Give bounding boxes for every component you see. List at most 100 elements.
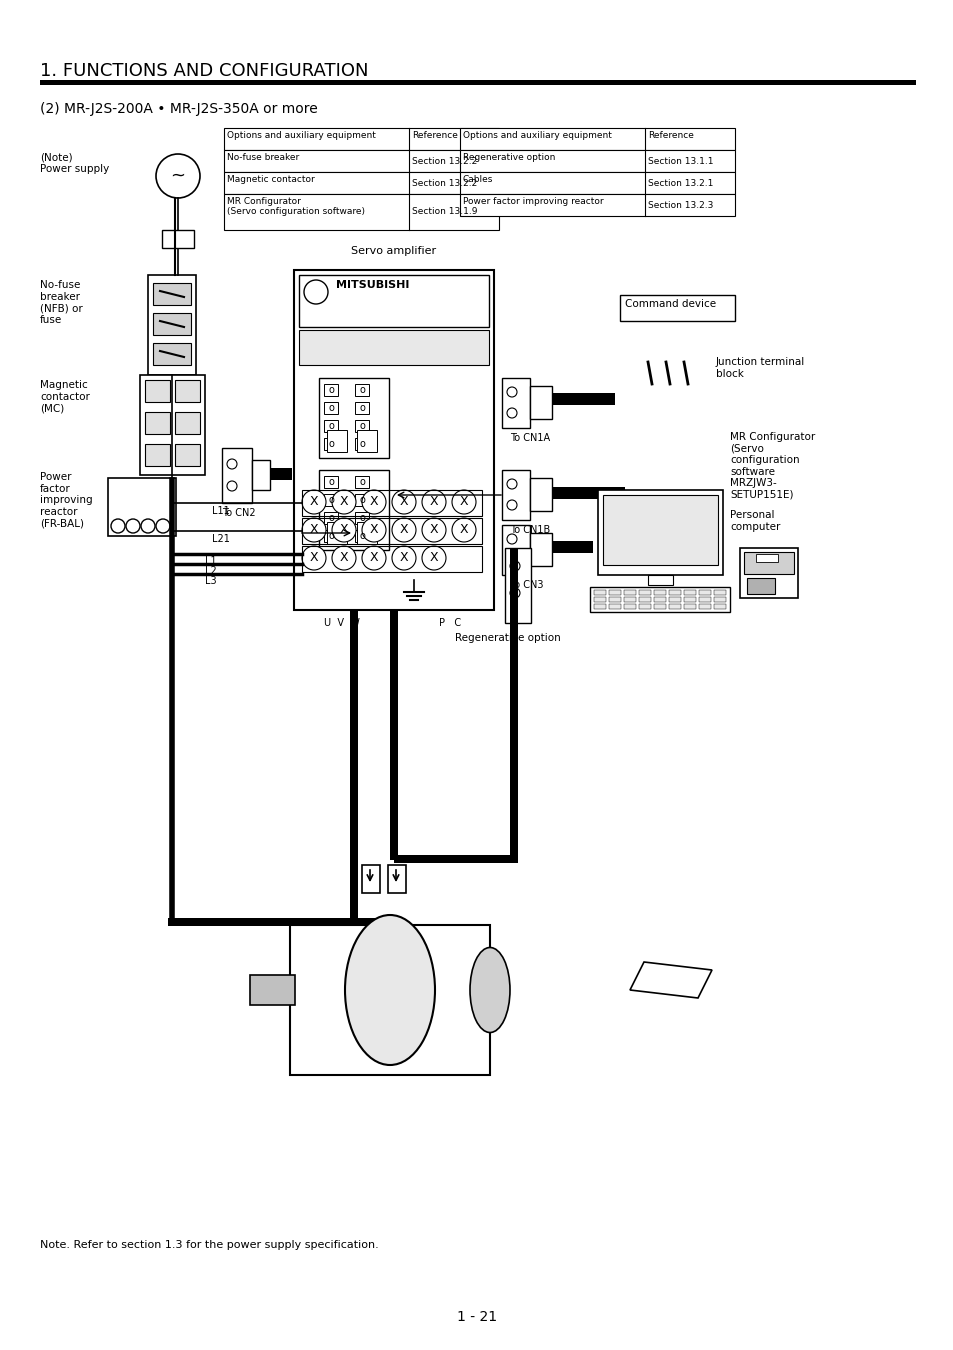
Bar (250, 975, 294, 1004)
Text: o: o (358, 404, 365, 413)
Bar (390, 610, 397, 860)
Text: L1: L1 (205, 556, 216, 566)
Bar (683, 597, 696, 602)
Bar (145, 444, 170, 466)
Bar (324, 437, 337, 450)
Text: X: X (459, 524, 468, 536)
Bar (174, 412, 200, 433)
Bar (350, 610, 357, 919)
Bar (552, 541, 593, 554)
Text: Options and auxiliary equipment: Options and auxiliary equipment (462, 131, 611, 140)
Bar (608, 597, 620, 602)
Bar (224, 150, 498, 171)
Text: Note. Refer to section 1.3 for the power supply specification.: Note. Refer to section 1.3 for the power… (40, 1241, 378, 1250)
Text: X: X (339, 552, 348, 564)
Circle shape (510, 589, 519, 598)
Bar (623, 603, 636, 609)
Text: X: X (370, 552, 378, 564)
Text: 1 - 21: 1 - 21 (456, 1310, 497, 1324)
Text: X: X (399, 495, 408, 509)
Bar (40, 80, 915, 85)
Text: Options and auxiliary equipment: Options and auxiliary equipment (227, 131, 375, 140)
Bar (168, 918, 357, 926)
Bar (302, 518, 481, 544)
Text: L11: L11 (212, 506, 230, 516)
Circle shape (156, 518, 170, 533)
Bar (152, 284, 191, 305)
Circle shape (452, 518, 476, 541)
Ellipse shape (345, 915, 435, 1065)
Bar (608, 590, 620, 595)
Text: o: o (358, 385, 365, 396)
Bar (355, 437, 369, 450)
Bar (504, 548, 531, 622)
Bar (501, 470, 530, 520)
Text: o: o (358, 421, 365, 431)
Bar (755, 554, 778, 562)
Text: Section 13.1.9: Section 13.1.9 (412, 208, 477, 216)
Text: o: o (328, 531, 334, 541)
Bar (394, 855, 517, 863)
Bar (459, 171, 734, 194)
Text: Section 13.2.3: Section 13.2.3 (647, 201, 713, 209)
Text: o: o (358, 495, 365, 505)
Circle shape (302, 545, 326, 570)
Text: Regenerative option: Regenerative option (462, 153, 555, 162)
Circle shape (506, 500, 517, 510)
Bar (324, 383, 337, 396)
Bar (647, 575, 672, 585)
Circle shape (227, 459, 236, 468)
Text: o: o (328, 477, 334, 487)
Circle shape (126, 518, 140, 533)
Bar (530, 386, 552, 418)
Text: X: X (310, 552, 318, 564)
Text: o: o (328, 404, 334, 413)
Text: X: X (429, 495, 437, 509)
Bar (224, 128, 498, 150)
Bar (355, 512, 369, 524)
Circle shape (332, 490, 355, 514)
Circle shape (392, 518, 416, 541)
Bar (162, 230, 193, 248)
Circle shape (392, 545, 416, 570)
Text: X: X (310, 495, 318, 509)
Bar (501, 525, 530, 575)
Circle shape (141, 518, 154, 533)
Text: o: o (358, 531, 365, 541)
Text: Power factor improving reactor: Power factor improving reactor (462, 197, 603, 207)
Text: X: X (339, 495, 348, 509)
Text: Magnetic contactor: Magnetic contactor (227, 176, 314, 184)
Bar (594, 590, 605, 595)
Bar (294, 270, 494, 610)
Bar (355, 531, 369, 541)
Bar (668, 597, 680, 602)
Bar (152, 313, 191, 335)
Bar (388, 865, 406, 892)
Bar (713, 597, 725, 602)
Text: No‐fuse breaker: No‐fuse breaker (227, 153, 299, 162)
Bar (602, 495, 718, 566)
Bar (145, 412, 170, 433)
Bar (324, 420, 337, 432)
Circle shape (302, 518, 326, 541)
Bar (713, 590, 725, 595)
Text: o: o (328, 495, 334, 505)
Text: X: X (399, 524, 408, 536)
Bar (224, 171, 498, 194)
Bar (290, 925, 490, 1075)
Text: Power
factor
improving
reactor
(FR-BAL): Power factor improving reactor (FR-BAL) (40, 472, 92, 528)
Circle shape (227, 481, 236, 491)
Text: X: X (339, 524, 348, 536)
Text: MR Configurator
(Servo
configuration
software
MRZJW3-
SETUP151E): MR Configurator (Servo configuration sof… (729, 432, 815, 500)
Circle shape (506, 535, 517, 544)
Text: Regenerative option: Regenerative option (455, 633, 560, 643)
Bar (302, 545, 481, 572)
Bar (355, 420, 369, 432)
Bar (459, 128, 734, 150)
Bar (594, 603, 605, 609)
Bar (683, 590, 696, 595)
Text: Section 13.2.2: Section 13.2.2 (412, 178, 476, 188)
Bar (668, 590, 680, 595)
Circle shape (452, 490, 476, 514)
Bar (361, 865, 379, 892)
